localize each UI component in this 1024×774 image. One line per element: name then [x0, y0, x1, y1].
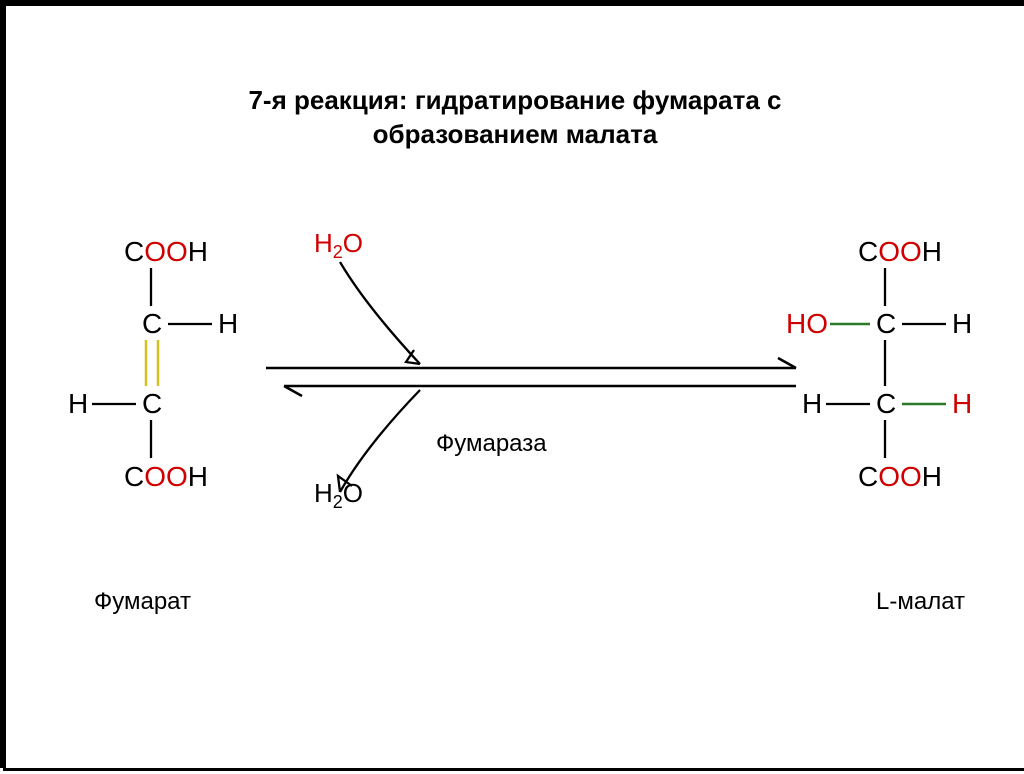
diagram-stage: COOH C H H C COOH COOH HO C H H C H COOH…	[6, 6, 1024, 774]
bonds-svg	[6, 6, 1024, 774]
